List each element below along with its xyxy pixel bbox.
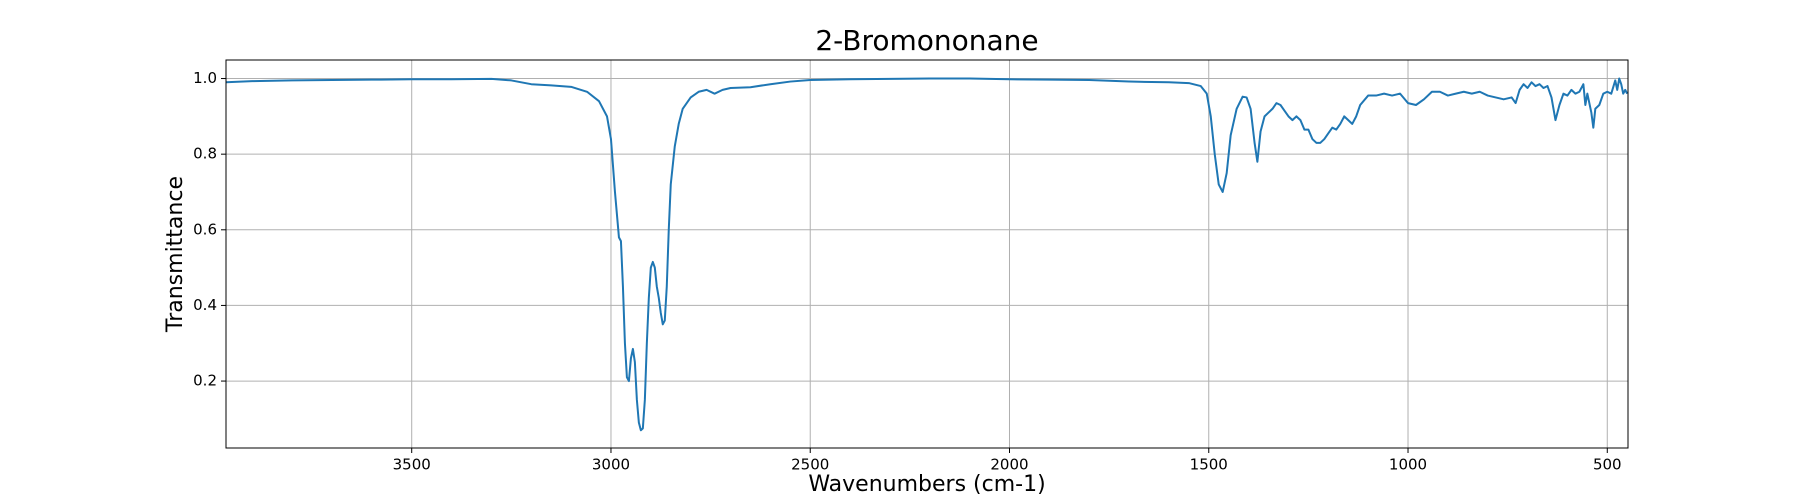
y-tick-label: 0.4 (193, 296, 217, 314)
plot-frame (225, 59, 1629, 449)
y-axis-label: Transmittance (163, 176, 188, 333)
x-tick-label: 3500 (393, 456, 431, 474)
x-tick-label: 1000 (1389, 456, 1427, 474)
y-tick-label: 1.0 (193, 69, 217, 87)
x-axis-label: Wavenumbers (cm-1) (808, 472, 1045, 497)
x-tick-label: 2500 (791, 456, 829, 474)
y-tick-label: 0.6 (193, 220, 217, 238)
y-tick-label: 0.2 (193, 372, 217, 390)
x-tick-label: 500 (1593, 456, 1622, 474)
x-tick-label: 1500 (1190, 456, 1228, 474)
spectrum-line (225, 77, 1629, 432)
chart-title: 2-Bromononane (815, 24, 1038, 57)
y-tick-label: 0.8 (193, 145, 217, 163)
x-tick-label: 3000 (592, 456, 630, 474)
x-tick-label: 2000 (990, 456, 1028, 474)
